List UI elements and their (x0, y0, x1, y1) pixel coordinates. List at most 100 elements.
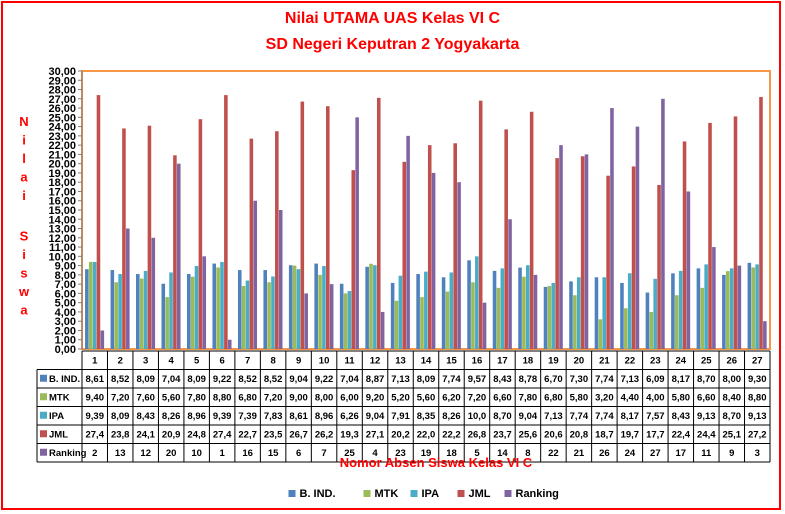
legend-label: JML (469, 488, 491, 500)
data-label: 10 (191, 448, 202, 459)
bar-ranking-18 (533, 274, 538, 349)
data-label: 7,13 (391, 374, 410, 385)
bar-mtk-6 (216, 267, 220, 349)
y-tick-label: 24,00 (48, 122, 76, 134)
data-label: 8,61 (289, 411, 308, 422)
data-label: 16 (242, 448, 253, 459)
bar-mtk-13 (394, 300, 399, 349)
bar-b-ind-12 (365, 266, 369, 349)
table-legend-key (40, 393, 47, 401)
bar-mtk-8 (267, 282, 271, 349)
x-tick-label: 1 (92, 356, 98, 367)
bar-jml-26 (733, 116, 738, 349)
bar-mtk-27 (751, 267, 756, 349)
bar-ipa-25 (704, 264, 708, 349)
bar-mtk-17 (496, 287, 501, 349)
data-label: 13 (115, 448, 126, 459)
bar-b-ind-5 (186, 274, 191, 349)
data-label: 9,04 (519, 411, 538, 422)
data-label: 8,40 (723, 393, 742, 404)
y-tick-label: 22,00 (48, 140, 76, 152)
data-label: 4,40 (621, 393, 640, 404)
bar-ipa-9 (296, 269, 301, 349)
bar-jml-1 (96, 95, 101, 350)
data-label: 7,80 (187, 393, 206, 404)
bar-ipa-17 (500, 268, 505, 349)
bar-b-ind-2 (110, 270, 115, 349)
table-legend-key (40, 448, 47, 456)
y-axis-label-char: a (20, 170, 28, 185)
bar-ipa-26 (729, 268, 734, 349)
data-label: 7,74 (570, 411, 589, 422)
bar-jml-17 (504, 129, 508, 349)
x-tick-label: 3 (143, 356, 148, 367)
data-label: 24,4 (697, 430, 716, 441)
data-label: 7,80 (519, 393, 538, 404)
data-label: 8,09 (111, 411, 130, 422)
y-tick-label: 27,00 (48, 94, 76, 106)
y-tick-label: 3,00 (55, 316, 76, 328)
legend-label: IPA (422, 488, 440, 500)
bar-ranking-20 (584, 154, 589, 349)
y-tick-label: 18,00 (48, 177, 76, 189)
bar-ranking-21 (610, 108, 614, 349)
bar-mtk-20 (573, 295, 577, 349)
bar-mtk-19 (547, 285, 552, 349)
y-tick-label: 25,00 (48, 112, 76, 124)
data-label: 7,20 (468, 393, 487, 404)
table-row-header: IPA (49, 411, 64, 422)
y-tick-label: 15,00 (48, 205, 76, 217)
bar-ipa-12 (373, 265, 377, 349)
data-label: 8,80 (748, 393, 767, 404)
data-label: 14 (497, 448, 508, 459)
data-label: 6,80 (238, 393, 257, 404)
x-tick-label: 2 (118, 356, 123, 367)
data-label: 23,7 (493, 430, 512, 441)
bar-ranking-9 (304, 293, 308, 349)
data-label: 27 (650, 448, 661, 459)
data-label: 8,43 (493, 374, 512, 385)
bar-ipa-16 (475, 256, 479, 349)
data-label: 8,43 (136, 411, 155, 422)
bar-mtk-12 (369, 263, 373, 349)
y-tick-label: 2,00 (55, 325, 76, 337)
data-label: 27,4 (85, 430, 104, 441)
bar-jml-15 (453, 143, 457, 349)
data-label: 5 (474, 448, 480, 459)
data-label: 5,60 (417, 393, 436, 404)
table-row-header: Ranking (49, 448, 87, 459)
data-label: 23 (395, 448, 406, 459)
data-label: 20,8 (570, 430, 589, 441)
data-label: 18,7 (595, 430, 614, 441)
bar-ranking-3 (151, 237, 156, 349)
bar-ipa-18 (525, 265, 530, 349)
bar-ipa-4 (169, 272, 173, 349)
bar-jml-19 (555, 158, 559, 349)
data-label: 27,2 (748, 430, 767, 441)
data-label: 26,8 (468, 430, 487, 441)
bar-jml-25 (708, 122, 712, 349)
data-label: 5,20 (391, 393, 410, 404)
bar-b-ind-7 (237, 270, 242, 349)
bar-ranking-2 (126, 228, 130, 349)
x-tick-label: 23 (650, 356, 661, 367)
y-axis-label-char: a (20, 303, 28, 318)
data-label: 5,60 (162, 393, 181, 404)
data-label: 3 (755, 448, 760, 459)
data-label: 10,0 (468, 411, 487, 422)
bar-b-ind-17 (492, 270, 497, 349)
y-tick-label: 10,00 (48, 251, 76, 263)
data-label: 7,30 (570, 374, 589, 385)
data-label: 7,74 (595, 374, 614, 385)
data-label: 24,1 (136, 430, 155, 441)
x-tick-label: 10 (319, 356, 330, 367)
bar-mtk-22 (624, 308, 628, 349)
x-tick-label: 6 (219, 356, 224, 367)
bar-ipa-3 (143, 270, 148, 349)
data-label: 25,1 (723, 430, 742, 441)
bar-b-ind-1 (85, 269, 89, 349)
data-label: 8,00 (315, 393, 334, 404)
data-label: 22,7 (238, 430, 257, 441)
chart-subtitle: SD Negeri Keputran 2 Yogyakarta (265, 36, 520, 53)
bar-ranking-13 (406, 135, 410, 349)
